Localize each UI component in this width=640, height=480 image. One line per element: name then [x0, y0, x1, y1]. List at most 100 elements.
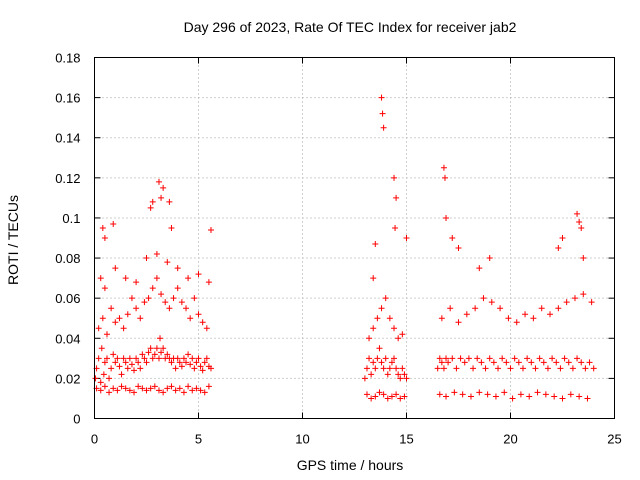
data-point — [120, 355, 127, 362]
data-point — [441, 174, 448, 181]
data-point — [590, 365, 597, 372]
data-point — [559, 235, 566, 241]
data-point — [133, 305, 140, 312]
data-point — [555, 305, 562, 312]
data-point — [372, 365, 379, 372]
data-point — [363, 365, 370, 372]
data-point — [183, 359, 190, 366]
data-point — [440, 365, 447, 372]
data-point — [158, 291, 165, 298]
data-point — [455, 319, 462, 326]
data-point — [180, 389, 187, 396]
data-point — [174, 355, 181, 362]
data-point — [100, 371, 107, 378]
data-point — [370, 275, 377, 282]
data-point — [395, 335, 402, 342]
data-point — [544, 365, 551, 372]
data-point — [141, 299, 148, 306]
data-point — [199, 367, 206, 374]
data-point — [463, 311, 470, 318]
data-point — [380, 365, 387, 372]
data-point — [526, 393, 533, 400]
data-point — [187, 361, 194, 368]
x-tick-label: 5 — [195, 432, 202, 447]
data-point — [203, 325, 210, 332]
data-point — [445, 359, 452, 366]
data-point — [515, 359, 522, 366]
data-point — [391, 355, 398, 362]
data-point — [185, 383, 192, 390]
data-point — [133, 355, 140, 362]
data-point — [106, 389, 113, 396]
data-point — [97, 379, 104, 386]
data-point — [101, 359, 108, 366]
data-point — [110, 220, 117, 227]
data-point — [180, 355, 187, 362]
data-point — [551, 393, 558, 400]
data-point — [187, 315, 194, 322]
axis-ticks — [94, 57, 615, 419]
data-point — [95, 325, 102, 332]
data-point — [164, 351, 171, 358]
data-point — [497, 305, 504, 312]
data-point — [555, 245, 562, 252]
data-point — [480, 295, 487, 302]
data-point — [474, 355, 481, 362]
data-point — [403, 235, 410, 241]
y-tick-label: 0.12 — [55, 171, 80, 186]
data-point — [99, 224, 106, 231]
data-point — [141, 355, 148, 362]
data-point — [133, 279, 140, 286]
data-point — [490, 359, 497, 366]
y-tick-label: 0.14 — [55, 131, 80, 146]
data-point — [124, 365, 131, 372]
data-point — [106, 375, 113, 382]
x-tick-labels: 0 5 10 15 20 25 — [91, 432, 622, 447]
data-point — [97, 275, 104, 282]
data-point — [112, 319, 119, 326]
data-point — [374, 355, 381, 362]
y-tick-label: 0.16 — [55, 91, 80, 106]
data-point — [561, 355, 568, 362]
data-point — [137, 365, 144, 372]
data-point — [166, 305, 173, 312]
data-point — [542, 391, 549, 398]
data-point — [393, 365, 400, 372]
data-point — [195, 271, 202, 278]
data-point — [185, 275, 192, 282]
data-point — [438, 359, 445, 366]
data-point — [201, 359, 208, 366]
data-point — [443, 355, 450, 362]
data-point — [401, 371, 408, 378]
data-point — [399, 331, 406, 338]
data-point — [189, 355, 196, 362]
data-point — [382, 295, 389, 302]
data-point — [143, 359, 150, 366]
data-point — [392, 224, 399, 231]
data-point — [557, 365, 564, 372]
data-point — [517, 391, 524, 398]
data-point — [151, 383, 158, 390]
data-point — [482, 365, 489, 372]
data-point — [399, 365, 406, 372]
data-point — [172, 365, 179, 372]
data-point — [484, 391, 491, 398]
data-point — [384, 395, 391, 402]
data-point — [118, 371, 125, 378]
data-point — [145, 349, 152, 356]
data-point — [174, 265, 181, 272]
data-point — [580, 255, 587, 262]
data-point — [370, 325, 377, 332]
data-point — [101, 383, 108, 390]
data-point — [574, 210, 581, 217]
data-point — [149, 355, 156, 362]
data-point — [108, 305, 115, 312]
data-point — [443, 393, 450, 400]
data-point — [547, 311, 554, 318]
data-point — [183, 305, 190, 312]
data-point — [166, 198, 173, 205]
data-point — [436, 391, 443, 398]
data-point — [160, 184, 167, 191]
data-point — [522, 311, 529, 318]
